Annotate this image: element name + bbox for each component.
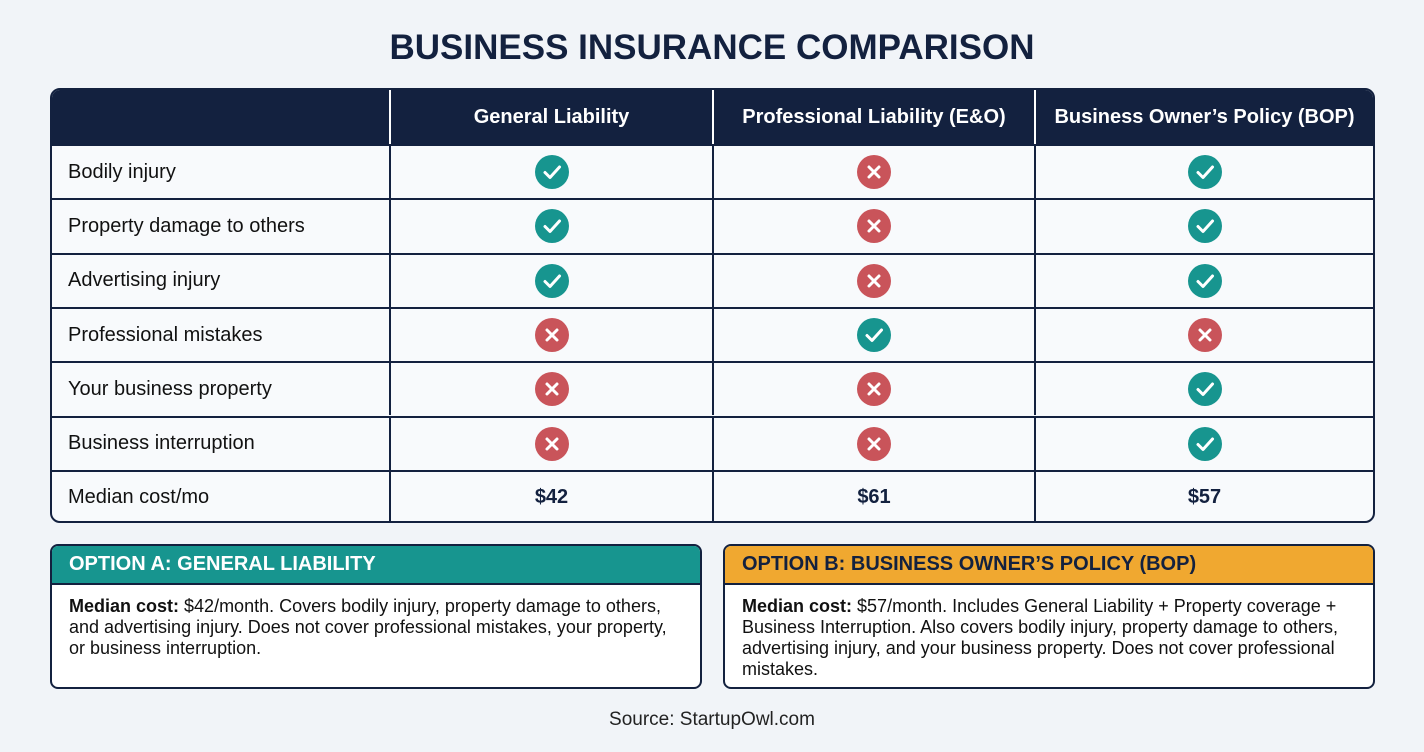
cross-icon [857,426,891,461]
cross-icon [857,372,891,407]
column-header: Business Owner’s Policy (BOP) [1034,90,1373,144]
column-header: General Liability [389,90,712,144]
check-icon [1187,263,1222,298]
option-lead: Median cost: [69,596,180,616]
title: BUSINESS INSURANCE COMPARISON [389,28,1035,67]
coverage-cell [1034,361,1373,416]
check-icon [534,263,569,298]
option-text: $57/month. Includes General Liability + … [742,596,1338,679]
check-icon [534,155,569,190]
cross-icon [534,318,569,353]
coverage-cell [1034,306,1373,362]
check-icon [534,209,569,244]
cost-cell: $61 [712,469,1034,521]
coverage-cell [1034,144,1373,199]
coverage-cell [389,415,712,470]
header-cell [52,90,389,144]
row-label: Median cost/mo [52,469,389,521]
cross-icon [534,426,569,461]
option-title: OPTION A: GENERAL LIABILITY [52,546,700,585]
option-box: OPTION A: GENERAL LIABILITY Median cost: … [50,544,702,689]
comparison-table: General Liability Professional Liability … [50,88,1375,523]
cross-icon [857,155,891,190]
coverage-cell [1034,252,1373,307]
coverage-cell [712,361,1034,416]
check-icon [1187,155,1222,190]
check-icon [1187,209,1222,244]
coverage-cell [712,198,1034,253]
coverage-cell [712,252,1034,307]
coverage-cell [712,306,1034,362]
option-box: OPTION B: BUSINESS OWNER’S POLICY (BOP) M… [723,544,1375,689]
check-icon [1187,372,1222,407]
cost-cell: $57 [1034,469,1373,521]
option-body: Median cost: $42/month. Covers bodily in… [52,585,700,659]
row-label: Bodily injury [52,144,389,198]
coverage-cell [389,306,712,362]
cost-cell: $42 [389,469,712,521]
coverage-cell [389,144,712,199]
option-text: $42/month. Covers bodily injury, propert… [69,596,667,658]
check-icon [1187,426,1222,461]
coverage-cell [712,415,1034,470]
row-label: Business interruption [52,415,389,470]
cross-icon [857,209,891,244]
column-header: Professional Liability (E&O) [712,90,1034,144]
row-label: Professional mistakes [52,306,389,361]
coverage-cell [1034,415,1373,470]
option-title: OPTION B: BUSINESS OWNER’S POLICY (BOP) [725,546,1373,585]
option-body: Median cost: $57/month. Includes General… [725,585,1373,680]
coverage-cell [1034,198,1373,253]
coverage-cell [389,361,712,416]
check-icon [857,318,891,353]
cross-icon [857,263,891,298]
coverage-cell [712,144,1034,199]
cross-icon [1187,318,1222,353]
option-lead: Median cost: [742,596,853,616]
source: Source: StartupOwl.com [609,709,815,730]
row-label: Your business property [52,361,389,415]
row-label: Advertising injury [52,252,389,307]
coverage-cell [389,198,712,253]
cross-icon [534,372,569,407]
row-label: Property damage to others [52,198,389,252]
coverage-cell [389,252,712,307]
